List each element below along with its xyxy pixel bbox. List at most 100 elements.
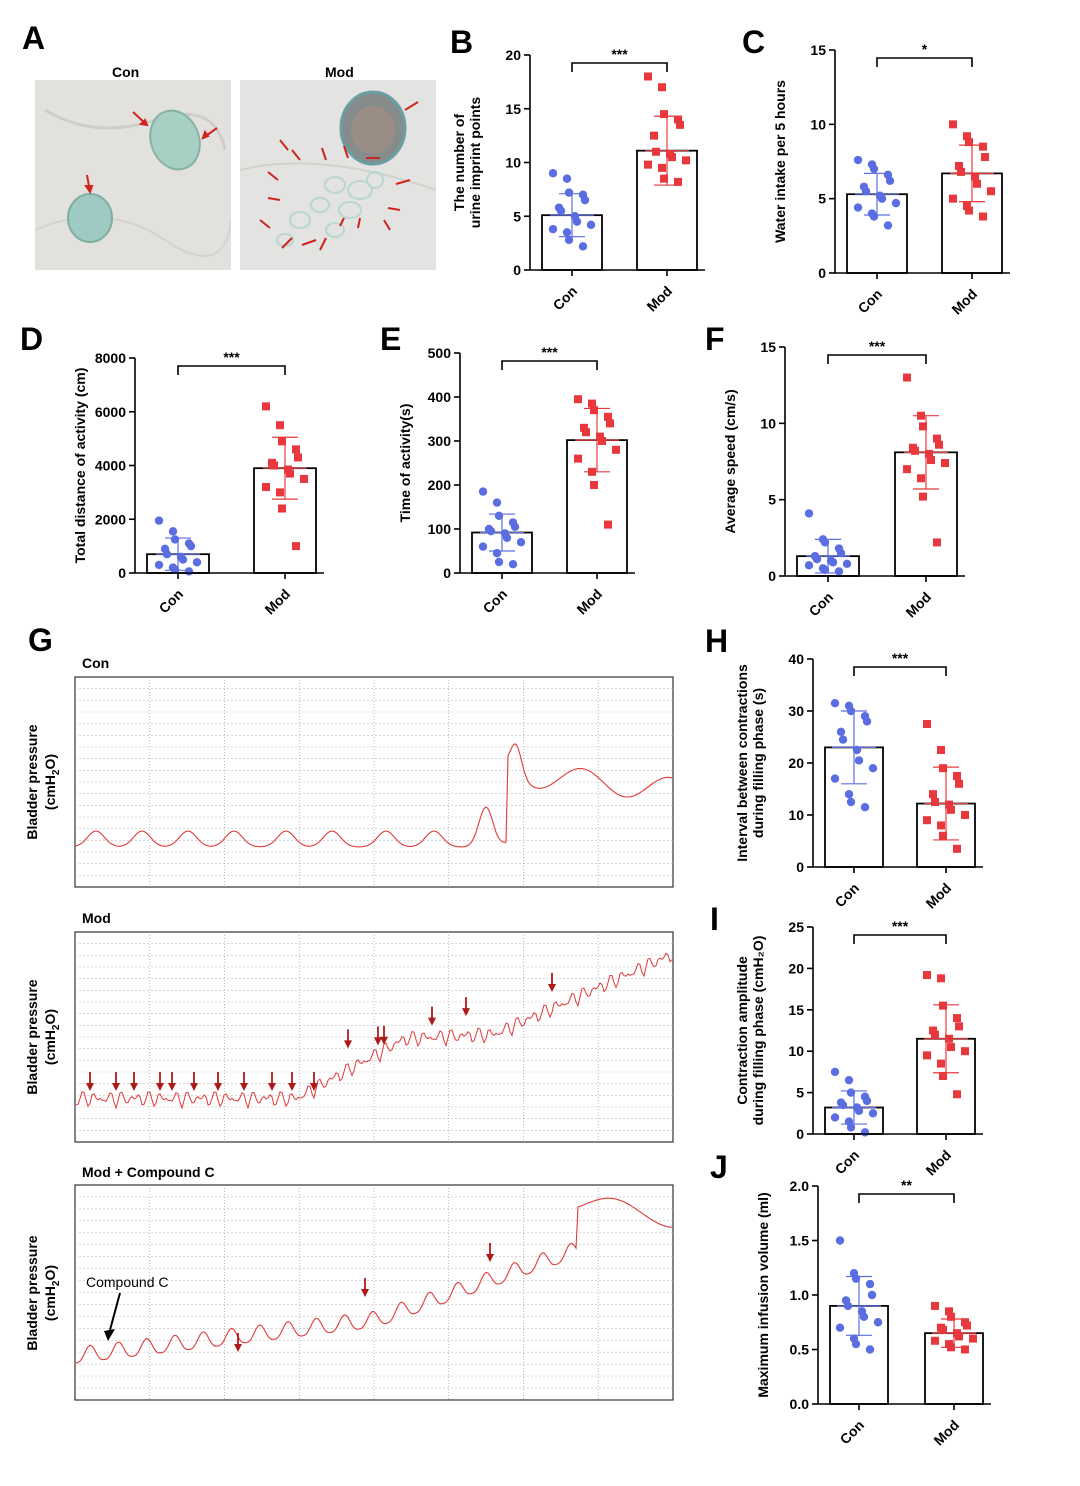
point-con bbox=[548, 169, 558, 178]
point-mod bbox=[939, 831, 947, 840]
point-mod bbox=[574, 395, 582, 404]
category-label: Con bbox=[837, 1417, 868, 1448]
category-label: Con bbox=[480, 586, 511, 617]
point-con bbox=[844, 1075, 854, 1085]
y-tick-label: 100 bbox=[428, 521, 452, 537]
point-mod bbox=[925, 449, 933, 458]
point-mod bbox=[957, 167, 965, 176]
point-con bbox=[869, 212, 879, 221]
point-mod bbox=[971, 172, 979, 181]
point-con bbox=[835, 1323, 845, 1332]
y-tick-label: 0.5 bbox=[790, 1342, 810, 1358]
point-mod bbox=[606, 419, 614, 428]
panel-letter-c: C bbox=[742, 25, 765, 60]
panel-letter-a: A bbox=[22, 20, 46, 56]
point-mod bbox=[933, 538, 941, 547]
down-arrow-head-icon bbox=[86, 1083, 94, 1091]
down-arrow-head-icon bbox=[214, 1083, 222, 1091]
category-label: Con bbox=[156, 586, 187, 617]
point-con bbox=[865, 1345, 875, 1354]
point-mod bbox=[580, 423, 588, 432]
trace-panel-con: Bladder pressure (cmH2O) bbox=[24, 676, 674, 888]
y-tick-label: 15 bbox=[760, 339, 776, 355]
point-mod bbox=[270, 461, 278, 470]
point-con bbox=[835, 1236, 845, 1245]
unit-part: (cmH bbox=[42, 775, 58, 810]
point-con bbox=[891, 198, 901, 208]
significance-label: *** bbox=[869, 338, 886, 354]
significance-bracket bbox=[853, 666, 947, 676]
point-mod bbox=[674, 177, 682, 186]
down-arrow-head-icon bbox=[374, 1037, 382, 1046]
point-mod bbox=[276, 421, 284, 430]
y-axis-label: Total distance of activity (cm) bbox=[72, 368, 88, 564]
point-mod bbox=[947, 805, 955, 814]
down-arrow-head-icon bbox=[380, 1036, 388, 1045]
point-con bbox=[860, 803, 870, 812]
y-tick-label: 10 bbox=[788, 1043, 804, 1059]
point-con bbox=[494, 557, 504, 567]
chart-c: C 0 5 10 15 Water intake per 5 hours Con Mod * bbox=[742, 25, 1010, 317]
point-mod bbox=[929, 790, 937, 799]
down-arrow-head-icon bbox=[240, 1083, 248, 1091]
y-tick-label: 500 bbox=[428, 345, 452, 361]
category-label: Con bbox=[550, 283, 581, 314]
significance-label: *** bbox=[611, 46, 628, 62]
chart-e: E 0 100 200 300 400 500 Time of activity(s) Con M… bbox=[380, 325, 635, 617]
point-mod bbox=[276, 488, 284, 497]
point-mod bbox=[987, 187, 995, 196]
point-mod bbox=[919, 492, 927, 501]
point-mod bbox=[949, 120, 957, 129]
trace-title-con: Con bbox=[82, 655, 110, 671]
trace-y-label-line1: Bladder pressure bbox=[24, 724, 40, 839]
point-mod bbox=[973, 179, 981, 188]
y-tick-label: 15 bbox=[810, 42, 826, 58]
point-mod bbox=[590, 406, 598, 415]
chart-f: F 0 5 10 15 Average speed (cm/s) Con Mod *** bbox=[705, 325, 965, 620]
point-mod bbox=[574, 454, 582, 463]
point-con bbox=[820, 538, 830, 547]
point-con bbox=[510, 522, 520, 531]
panel-letter-e: E bbox=[380, 325, 401, 357]
y-tick-label: 30 bbox=[788, 703, 804, 719]
trace-y-label: Bladder pressure (cmH2O) bbox=[24, 979, 62, 1094]
y-axis-label: during filling phase (s) bbox=[750, 688, 766, 838]
point-con bbox=[508, 560, 518, 569]
point-con bbox=[868, 764, 878, 773]
pressure-trace bbox=[75, 952, 673, 1110]
point-con bbox=[580, 195, 590, 205]
y-tick-label: 1.0 bbox=[790, 1287, 810, 1303]
down-arrow-head-icon bbox=[462, 1008, 470, 1017]
trace-title-mod-compound: Mod + Compound C bbox=[82, 1164, 215, 1180]
y-axis-label: Water intake per 5 hours bbox=[772, 80, 788, 243]
point-mod bbox=[911, 446, 919, 455]
point-mod bbox=[937, 974, 945, 983]
photo-con bbox=[35, 80, 231, 270]
point-con bbox=[851, 1339, 861, 1349]
point-mod bbox=[945, 1307, 953, 1316]
unit-part: (cmH bbox=[42, 1030, 58, 1065]
point-mod bbox=[931, 1336, 939, 1345]
point-mod bbox=[937, 746, 945, 754]
significance-bracket bbox=[571, 62, 668, 72]
y-tick-label: 0 bbox=[796, 859, 804, 875]
point-mod bbox=[923, 1051, 931, 1060]
point-con bbox=[842, 559, 852, 568]
point-con bbox=[556, 206, 566, 216]
point-mod bbox=[903, 373, 911, 382]
point-con bbox=[562, 228, 572, 237]
panel-letter-g: G bbox=[28, 622, 53, 658]
point-mod bbox=[949, 194, 957, 203]
point-con bbox=[859, 1312, 869, 1321]
significance-bracket bbox=[876, 57, 973, 67]
point-mod bbox=[590, 481, 598, 489]
unit-sub: 2 bbox=[51, 1024, 62, 1030]
y-tick-label: 0 bbox=[796, 1126, 804, 1142]
point-mod bbox=[658, 83, 666, 92]
compound-c-annotation: Compound C bbox=[86, 1274, 169, 1290]
point-mod bbox=[979, 142, 987, 151]
point-mod bbox=[903, 465, 911, 474]
unit-sub: 2 bbox=[51, 769, 62, 775]
panel-letter-i: I bbox=[710, 905, 719, 937]
significance-bracket bbox=[853, 934, 947, 944]
